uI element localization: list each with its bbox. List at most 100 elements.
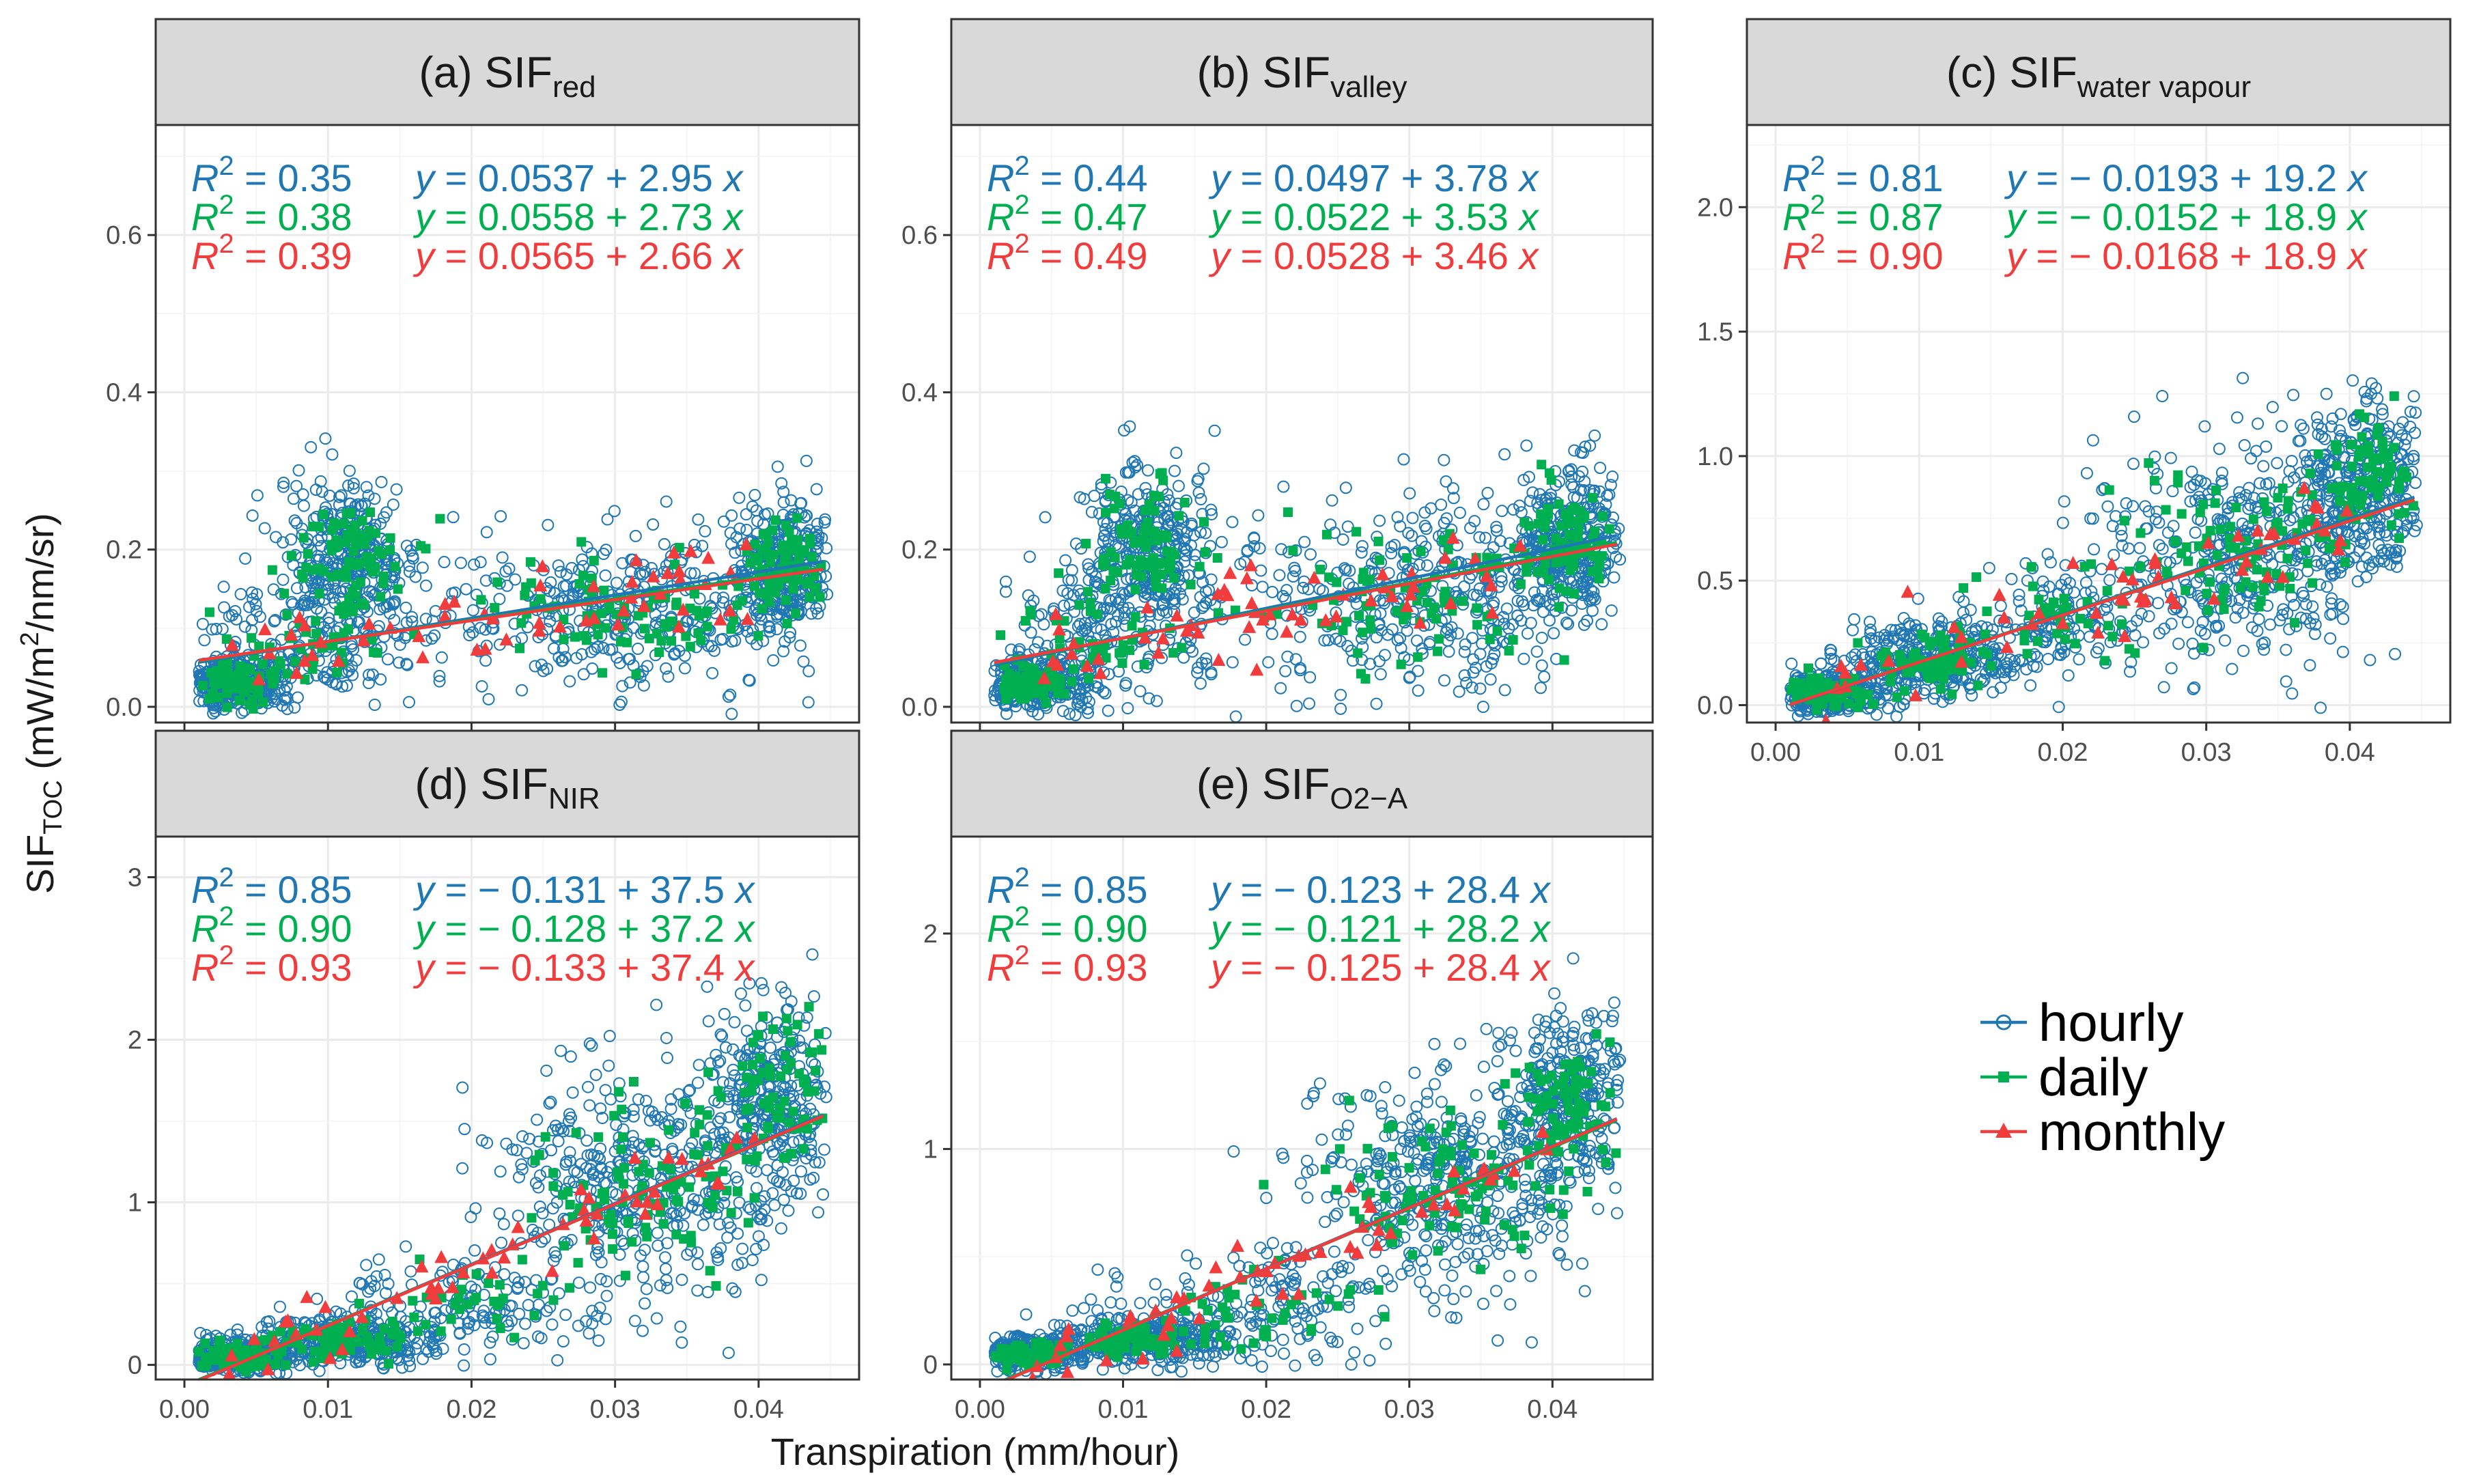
monthly-point <box>1080 658 1094 672</box>
hourly-point <box>323 489 336 502</box>
daily-point <box>1149 527 1160 537</box>
hourly-point <box>1606 471 1619 484</box>
hourly-point <box>393 639 406 652</box>
hourly-point <box>1487 652 1500 665</box>
hourly-point <box>1395 641 1407 654</box>
hourly-point <box>1440 475 1453 488</box>
hourly-point <box>1479 531 1492 544</box>
hourly-point <box>678 662 691 675</box>
daily-point <box>198 680 208 690</box>
daily-point <box>1139 660 1149 670</box>
hourly-point <box>1186 645 1199 658</box>
daily-point <box>1148 552 1158 563</box>
hourly-point <box>494 509 507 522</box>
hourly-point <box>277 480 290 493</box>
monthly-point <box>660 565 675 579</box>
hourly-point <box>419 579 432 592</box>
hourly-point <box>611 651 623 664</box>
hourly-point <box>1334 634 1347 647</box>
hourly-point <box>1119 679 1132 692</box>
daily-point <box>1413 652 1423 662</box>
hourly-point <box>1391 511 1404 524</box>
hourly-point <box>770 623 783 636</box>
hourly-point <box>1585 593 1598 606</box>
y-tick-label: 0.2 <box>901 536 938 565</box>
hourly-point <box>1104 602 1117 615</box>
daily-point <box>1151 572 1162 583</box>
hourly-point <box>1173 587 1186 600</box>
daily-point <box>1068 664 1078 674</box>
hourly-point <box>2262 477 2275 490</box>
daily-point <box>804 533 815 544</box>
daily-point <box>240 686 250 697</box>
hourly-point <box>335 489 348 502</box>
regression-lines-b <box>994 533 1618 667</box>
series-daily-b <box>996 460 1614 708</box>
hourly-point <box>479 623 492 636</box>
hourly-point <box>693 592 706 605</box>
hourly-point <box>363 669 376 682</box>
daily-point <box>1554 583 1565 593</box>
panel-title-prefix: (b) SIF <box>1196 48 1330 97</box>
hourly-point <box>1009 700 1022 713</box>
monthly-point <box>1037 671 1051 684</box>
daily-point <box>1604 524 1614 534</box>
equations-a: R2 = 0.35 y = 0.0537 + 2.95 xR2 = 0.38 y =… <box>191 151 744 277</box>
hourly-point <box>669 647 682 660</box>
daily-point <box>435 514 445 524</box>
daily-point <box>1140 505 1150 516</box>
hourly-point <box>1162 494 1175 507</box>
hourly-point <box>368 492 381 505</box>
panel-title-sub: red <box>552 70 596 104</box>
hourly-point <box>1298 535 1311 548</box>
daily-point <box>1595 559 1605 569</box>
daily-point <box>286 550 296 561</box>
daily-point <box>1059 616 1069 626</box>
hourly-point <box>1085 505 1098 518</box>
hourly-point <box>2258 636 2271 649</box>
monthly-point <box>499 632 514 646</box>
daily-point <box>298 533 309 543</box>
hourly-point <box>425 632 438 645</box>
hourly-point <box>238 620 251 633</box>
hourly-point <box>1274 682 1287 695</box>
daily-point <box>1504 645 1514 656</box>
daily-point <box>1174 511 1184 521</box>
hourly-point <box>699 524 712 537</box>
daily-point <box>210 680 221 690</box>
hourly-point <box>580 541 593 554</box>
hourly-point <box>218 601 231 614</box>
hourly-point <box>811 607 824 620</box>
monthly-point <box>297 654 311 667</box>
hourly-point <box>466 626 479 639</box>
monthly-point <box>356 633 371 647</box>
daily-point <box>334 606 344 616</box>
hourly-point <box>1150 695 1163 708</box>
hourly-point <box>1082 574 1095 587</box>
hourly-point <box>1200 652 1213 665</box>
hourly-point <box>1279 664 1292 677</box>
monthly-point <box>1307 570 1321 584</box>
regression-lines-a <box>198 559 824 664</box>
daily-point <box>1538 565 1548 576</box>
hourly-point <box>1520 439 1533 452</box>
hourly-point <box>588 643 601 656</box>
hourly-point <box>1576 465 1589 478</box>
daily-point <box>1589 526 1599 536</box>
hourly-point <box>1495 575 1508 588</box>
panel-b: (b) SIFvalley0.00.20.40.60.000.010.020.0… <box>901 18 1654 767</box>
hourly-point <box>1023 550 1036 563</box>
hourly-point <box>554 565 567 578</box>
hourly-point <box>1500 602 1513 615</box>
hourly-point <box>2013 588 2026 601</box>
hourly-point <box>1394 520 1407 533</box>
hourly-point <box>1911 592 1924 605</box>
hourly-point <box>475 680 488 692</box>
daily-point <box>213 692 223 703</box>
daily-point <box>1515 579 1526 589</box>
hourly-point <box>1993 665 2006 678</box>
monthly-point <box>1385 589 1399 602</box>
hourly-point <box>1208 424 1221 437</box>
hourly-point <box>1039 511 1052 524</box>
monthly-point <box>532 624 546 637</box>
